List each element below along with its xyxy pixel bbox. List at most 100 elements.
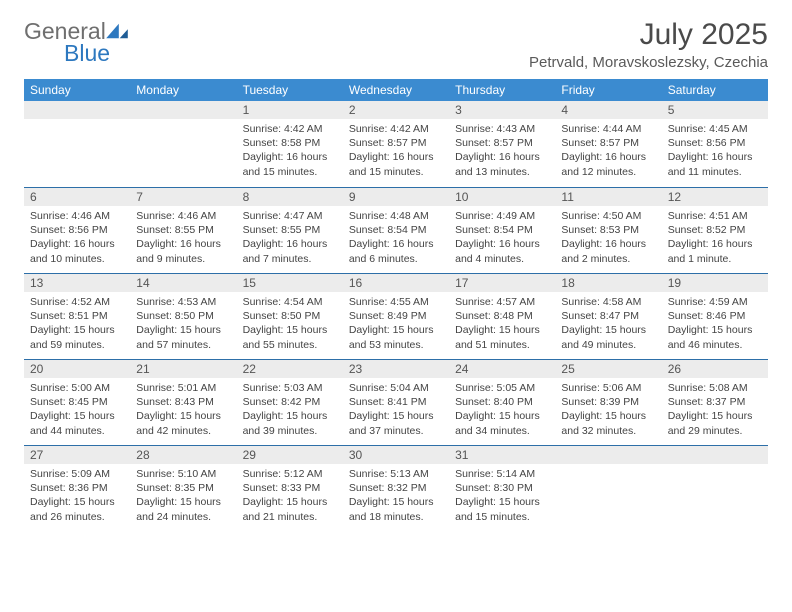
sunset-line: Sunset: 8:33 PM	[243, 481, 337, 495]
page-title: July 2025	[529, 18, 768, 52]
day-number: 14	[130, 273, 236, 292]
calendar-day-cell: 13Sunrise: 4:52 AMSunset: 8:51 PMDayligh…	[24, 273, 130, 359]
calendar-week-row: 6Sunrise: 4:46 AMSunset: 8:56 PMDaylight…	[24, 187, 768, 273]
day-number: 25	[555, 359, 661, 378]
day-details: Sunrise: 4:51 AMSunset: 8:52 PMDaylight:…	[662, 206, 768, 272]
sunrise-line: Sunrise: 5:05 AM	[455, 381, 549, 395]
daylight-line: Daylight: 16 hours and 9 minutes.	[136, 237, 230, 265]
sunrise-line: Sunrise: 5:12 AM	[243, 467, 337, 481]
sunrise-line: Sunrise: 5:14 AM	[455, 467, 549, 481]
day-number: 13	[24, 273, 130, 292]
sunset-line: Sunset: 8:35 PM	[136, 481, 230, 495]
day-number: 8	[237, 187, 343, 206]
daylight-line: Daylight: 15 hours and 49 minutes.	[561, 323, 655, 351]
sunrise-line: Sunrise: 4:55 AM	[349, 295, 443, 309]
day-number: 30	[343, 445, 449, 464]
sunset-line: Sunset: 8:57 PM	[455, 136, 549, 150]
sunrise-line: Sunrise: 4:42 AM	[349, 122, 443, 136]
day-details: Sunrise: 5:10 AMSunset: 8:35 PMDaylight:…	[130, 464, 236, 530]
day-number: 12	[662, 187, 768, 206]
calendar-week-row: 20Sunrise: 5:00 AMSunset: 8:45 PMDayligh…	[24, 359, 768, 445]
day-details: Sunrise: 4:52 AMSunset: 8:51 PMDaylight:…	[24, 292, 130, 358]
sunset-line: Sunset: 8:54 PM	[349, 223, 443, 237]
daylight-line: Daylight: 16 hours and 12 minutes.	[561, 150, 655, 178]
day-details: Sunrise: 5:12 AMSunset: 8:33 PMDaylight:…	[237, 464, 343, 530]
sunrise-line: Sunrise: 4:48 AM	[349, 209, 443, 223]
day-number: 20	[24, 359, 130, 378]
day-number: 18	[555, 273, 661, 292]
day-details: Sunrise: 4:50 AMSunset: 8:53 PMDaylight:…	[555, 206, 661, 272]
day-details: Sunrise: 4:48 AMSunset: 8:54 PMDaylight:…	[343, 206, 449, 272]
day-number	[24, 101, 130, 119]
sunset-line: Sunset: 8:47 PM	[561, 309, 655, 323]
daylight-line: Daylight: 15 hours and 55 minutes.	[243, 323, 337, 351]
sunset-line: Sunset: 8:54 PM	[455, 223, 549, 237]
calendar-day-cell: 16Sunrise: 4:55 AMSunset: 8:49 PMDayligh…	[343, 273, 449, 359]
day-details: Sunrise: 4:53 AMSunset: 8:50 PMDaylight:…	[130, 292, 236, 358]
sunset-line: Sunset: 8:40 PM	[455, 395, 549, 409]
calendar-table: Sunday Monday Tuesday Wednesday Thursday…	[24, 79, 768, 531]
calendar-day-cell: 4Sunrise: 4:44 AMSunset: 8:57 PMDaylight…	[555, 101, 661, 187]
daylight-line: Daylight: 15 hours and 39 minutes.	[243, 409, 337, 437]
sunset-line: Sunset: 8:56 PM	[30, 223, 124, 237]
sunset-line: Sunset: 8:45 PM	[30, 395, 124, 409]
day-number: 27	[24, 445, 130, 464]
day-details: Sunrise: 4:58 AMSunset: 8:47 PMDaylight:…	[555, 292, 661, 358]
col-wednesday: Wednesday	[343, 79, 449, 101]
sunset-line: Sunset: 8:52 PM	[668, 223, 762, 237]
logo-icon	[106, 22, 128, 40]
col-monday: Monday	[130, 79, 236, 101]
sunrise-line: Sunrise: 4:54 AM	[243, 295, 337, 309]
sunrise-line: Sunrise: 5:06 AM	[561, 381, 655, 395]
day-number: 22	[237, 359, 343, 378]
day-details: Sunrise: 5:08 AMSunset: 8:37 PMDaylight:…	[662, 378, 768, 444]
calendar-day-cell: 8Sunrise: 4:47 AMSunset: 8:55 PMDaylight…	[237, 187, 343, 273]
daylight-line: Daylight: 16 hours and 15 minutes.	[349, 150, 443, 178]
day-number: 26	[662, 359, 768, 378]
day-number: 7	[130, 187, 236, 206]
sunset-line: Sunset: 8:55 PM	[243, 223, 337, 237]
sunrise-line: Sunrise: 4:45 AM	[668, 122, 762, 136]
day-details: Sunrise: 4:46 AMSunset: 8:55 PMDaylight:…	[130, 206, 236, 272]
sunset-line: Sunset: 8:41 PM	[349, 395, 443, 409]
day-details: Sunrise: 5:06 AMSunset: 8:39 PMDaylight:…	[555, 378, 661, 444]
day-number: 4	[555, 101, 661, 119]
day-details: Sunrise: 4:42 AMSunset: 8:58 PMDaylight:…	[237, 119, 343, 185]
sunrise-line: Sunrise: 4:47 AM	[243, 209, 337, 223]
day-details: Sunrise: 5:14 AMSunset: 8:30 PMDaylight:…	[449, 464, 555, 530]
col-tuesday: Tuesday	[237, 79, 343, 101]
day-number: 1	[237, 101, 343, 119]
day-number: 5	[662, 101, 768, 119]
day-number: 6	[24, 187, 130, 206]
calendar-day-cell: 23Sunrise: 5:04 AMSunset: 8:41 PMDayligh…	[343, 359, 449, 445]
day-number: 28	[130, 445, 236, 464]
sunset-line: Sunset: 8:36 PM	[30, 481, 124, 495]
sunrise-line: Sunrise: 4:44 AM	[561, 122, 655, 136]
day-details: Sunrise: 4:54 AMSunset: 8:50 PMDaylight:…	[237, 292, 343, 358]
calendar-day-cell: 26Sunrise: 5:08 AMSunset: 8:37 PMDayligh…	[662, 359, 768, 445]
sunrise-line: Sunrise: 4:46 AM	[136, 209, 230, 223]
sunset-line: Sunset: 8:53 PM	[561, 223, 655, 237]
daylight-line: Daylight: 15 hours and 29 minutes.	[668, 409, 762, 437]
calendar-day-cell: 29Sunrise: 5:12 AMSunset: 8:33 PMDayligh…	[237, 445, 343, 531]
logo-text-blue: Blue	[64, 40, 110, 67]
day-number: 19	[662, 273, 768, 292]
col-friday: Friday	[555, 79, 661, 101]
daylight-line: Daylight: 15 hours and 26 minutes.	[30, 495, 124, 523]
sunset-line: Sunset: 8:58 PM	[243, 136, 337, 150]
daylight-line: Daylight: 16 hours and 11 minutes.	[668, 150, 762, 178]
day-details: Sunrise: 4:47 AMSunset: 8:55 PMDaylight:…	[237, 206, 343, 272]
day-details: Sunrise: 4:42 AMSunset: 8:57 PMDaylight:…	[343, 119, 449, 185]
sunset-line: Sunset: 8:46 PM	[668, 309, 762, 323]
calendar-day-cell: 15Sunrise: 4:54 AMSunset: 8:50 PMDayligh…	[237, 273, 343, 359]
calendar-day-cell: 3Sunrise: 4:43 AMSunset: 8:57 PMDaylight…	[449, 101, 555, 187]
day-number: 3	[449, 101, 555, 119]
calendar-day-cell	[24, 101, 130, 187]
sunrise-line: Sunrise: 4:46 AM	[30, 209, 124, 223]
calendar-day-cell: 27Sunrise: 5:09 AMSunset: 8:36 PMDayligh…	[24, 445, 130, 531]
daylight-line: Daylight: 15 hours and 21 minutes.	[243, 495, 337, 523]
calendar-day-cell: 1Sunrise: 4:42 AMSunset: 8:58 PMDaylight…	[237, 101, 343, 187]
daylight-line: Daylight: 15 hours and 34 minutes.	[455, 409, 549, 437]
sunset-line: Sunset: 8:50 PM	[243, 309, 337, 323]
calendar-day-cell: 28Sunrise: 5:10 AMSunset: 8:35 PMDayligh…	[130, 445, 236, 531]
